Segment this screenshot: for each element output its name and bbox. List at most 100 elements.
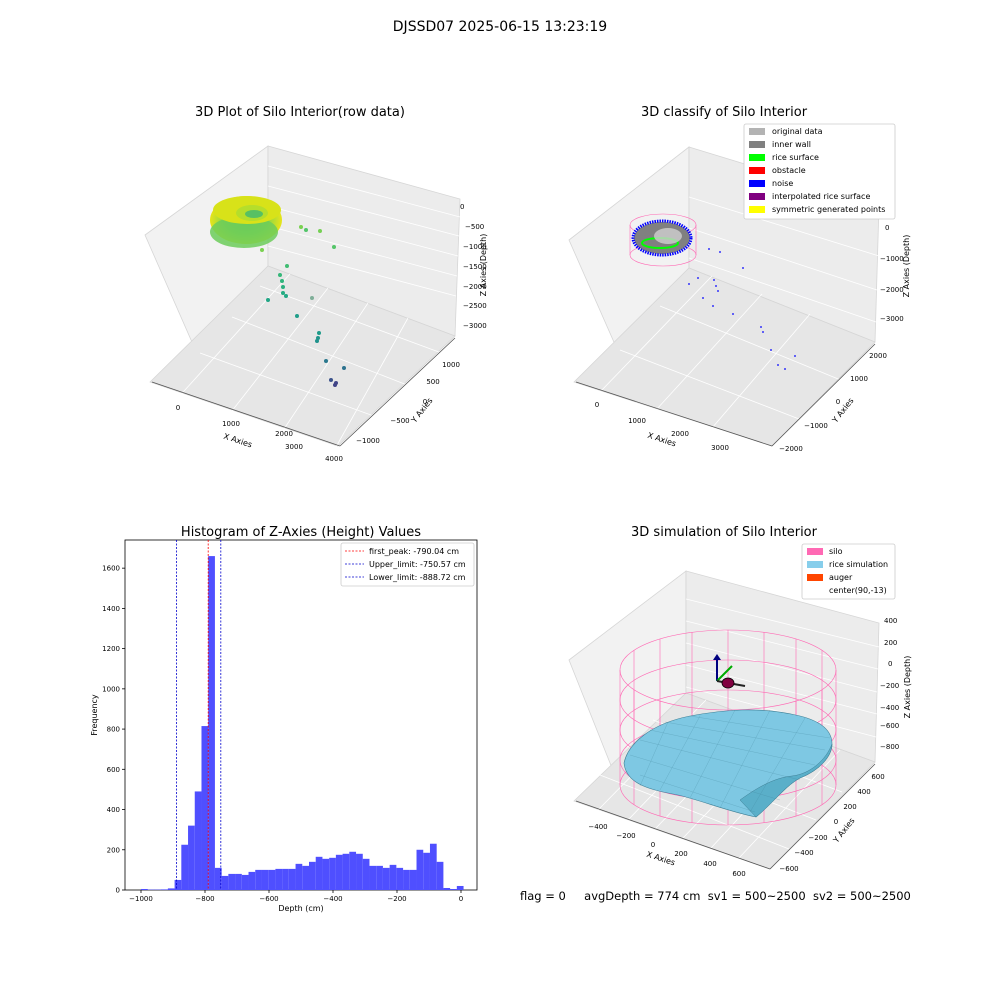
- y-tick-label: −500: [390, 417, 409, 425]
- y-tick-label: 600: [871, 773, 884, 781]
- scatter-point: [324, 359, 328, 363]
- y-tick-label: −600: [779, 865, 798, 873]
- histogram-bar: [309, 861, 316, 890]
- y-tick-label: 1000: [850, 375, 868, 383]
- mesh-hatch: [629, 709, 831, 813]
- histogram-bar: [174, 879, 182, 890]
- z-tick-label: −2000: [463, 283, 487, 291]
- x-tick-label: −200: [616, 832, 635, 840]
- noise-point: [784, 368, 786, 370]
- axes-3d-box: [144, 145, 461, 448]
- histogram-bar: [282, 868, 289, 890]
- axes-3d-box: [568, 146, 880, 447]
- auger-marker: [713, 654, 746, 689]
- noise-point: [702, 297, 704, 299]
- x-tick-label: 0: [459, 895, 463, 903]
- z-tick-label: −1500: [463, 263, 487, 271]
- histogram-bar: [221, 875, 229, 890]
- z-tick-label: −600: [880, 722, 899, 730]
- legend-swatch: [749, 154, 765, 161]
- y-tick-label: 400: [857, 788, 870, 796]
- x-tick-label: 1000: [222, 420, 240, 428]
- flag-value: flag = 0: [520, 889, 566, 903]
- legend-entry: noise: [749, 179, 793, 188]
- y-axis-label: Y Axies: [830, 396, 856, 425]
- legend-swatch: [807, 548, 823, 555]
- scatter-point: [342, 366, 346, 370]
- legend-label: interpolated rice surface: [772, 192, 870, 201]
- noise-point: [712, 305, 714, 307]
- scatter-point: [281, 285, 285, 289]
- z-axis-label: Z Axies (Depth): [903, 656, 912, 719]
- noise-point: [708, 248, 710, 250]
- y-tick-label: −2000: [779, 445, 803, 453]
- legend-label: original data: [772, 127, 823, 136]
- scatter-point: [304, 228, 308, 232]
- z-tick-label: 200: [884, 639, 897, 647]
- panel-classify: 3D classify of Silo Interior 0 1000 2000: [568, 105, 911, 453]
- y-tick-label: 600: [107, 766, 120, 774]
- noise-point: [715, 285, 717, 287]
- legend-entry: first_peak: -790.04 cm: [345, 547, 459, 556]
- histogram-bar: [403, 869, 410, 890]
- y-tick-label: 2000: [869, 352, 887, 360]
- histogram-bar: [423, 852, 430, 890]
- y-tick-label: 1400: [102, 605, 120, 613]
- histogram-bar: [241, 874, 249, 890]
- histogram-bar: [161, 889, 168, 890]
- x-tick-label: −200: [387, 895, 406, 903]
- noise-point: [717, 290, 719, 292]
- histogram-bar: [389, 864, 397, 890]
- noise-points: [688, 248, 796, 370]
- histogram-bar: [302, 865, 309, 890]
- noise-point: [794, 355, 796, 357]
- legend: original data inner wall rice surface ob…: [743, 123, 896, 220]
- histogram-bar: [429, 843, 437, 890]
- legend-label: silo: [829, 547, 843, 556]
- status-line: flag = 0 avgDepth = 774 cm sv1 = 500~250…: [520, 889, 911, 903]
- panel-title: 3D classify of Silo Interior: [641, 105, 808, 120]
- histogram-bar: [356, 853, 363, 890]
- x-tick-label: 200: [674, 850, 687, 858]
- z-tick-label: −800: [880, 743, 899, 751]
- histogram-bar: [409, 869, 417, 890]
- y-tick-label: 0: [836, 398, 840, 406]
- classified-point-cloud: [629, 213, 796, 370]
- scatter-point: [280, 279, 284, 283]
- x-axis-line: [151, 381, 341, 447]
- z-tick-label: 0: [888, 660, 892, 668]
- histogram-bar: [349, 851, 357, 890]
- scatter-point: [260, 248, 264, 252]
- x-tick-label: 2000: [671, 430, 689, 438]
- legend-label: Upper_limit: -750.57 cm: [369, 560, 466, 569]
- x-tick-labels: −400 −200 0 200 400 600: [588, 823, 745, 878]
- noise-point: [732, 313, 734, 315]
- noise-point: [713, 279, 715, 281]
- y-tick-label: 1000: [442, 361, 460, 369]
- legend-swatch: [749, 193, 765, 200]
- histogram-bar: [248, 871, 256, 890]
- scatter-point: [310, 296, 314, 300]
- legend-swatch: [749, 180, 765, 187]
- legend-label: inner wall: [772, 140, 811, 149]
- z-tick-label: −3000: [463, 322, 487, 330]
- avg-depth-value: avgDepth = 774 cm: [584, 889, 701, 903]
- torus-front: [210, 216, 278, 248]
- y-axis-line: [771, 343, 876, 447]
- histogram-bar: [369, 865, 377, 890]
- scatter-point: [299, 225, 303, 229]
- z-tick-label: −500: [465, 223, 484, 231]
- x-tick-labels: 0 1000 2000 3000: [595, 401, 729, 452]
- histogram-bar: [228, 873, 236, 890]
- auger-axis-y: [716, 665, 733, 682]
- histogram-bar: [436, 861, 444, 890]
- sv2-value: sv2 = 500~2500: [812, 889, 911, 903]
- legend-swatch: [749, 141, 765, 148]
- y-tick-label: 500: [426, 378, 439, 386]
- x-ticks: −1000 −800 −600 −400 −200 0: [129, 890, 463, 903]
- x-tick-label: −600: [259, 895, 278, 903]
- legend-frame: [743, 123, 896, 220]
- x-tick-label: 2000: [275, 430, 293, 438]
- legend-swatch: [749, 206, 765, 213]
- histogram-bar: [275, 868, 283, 890]
